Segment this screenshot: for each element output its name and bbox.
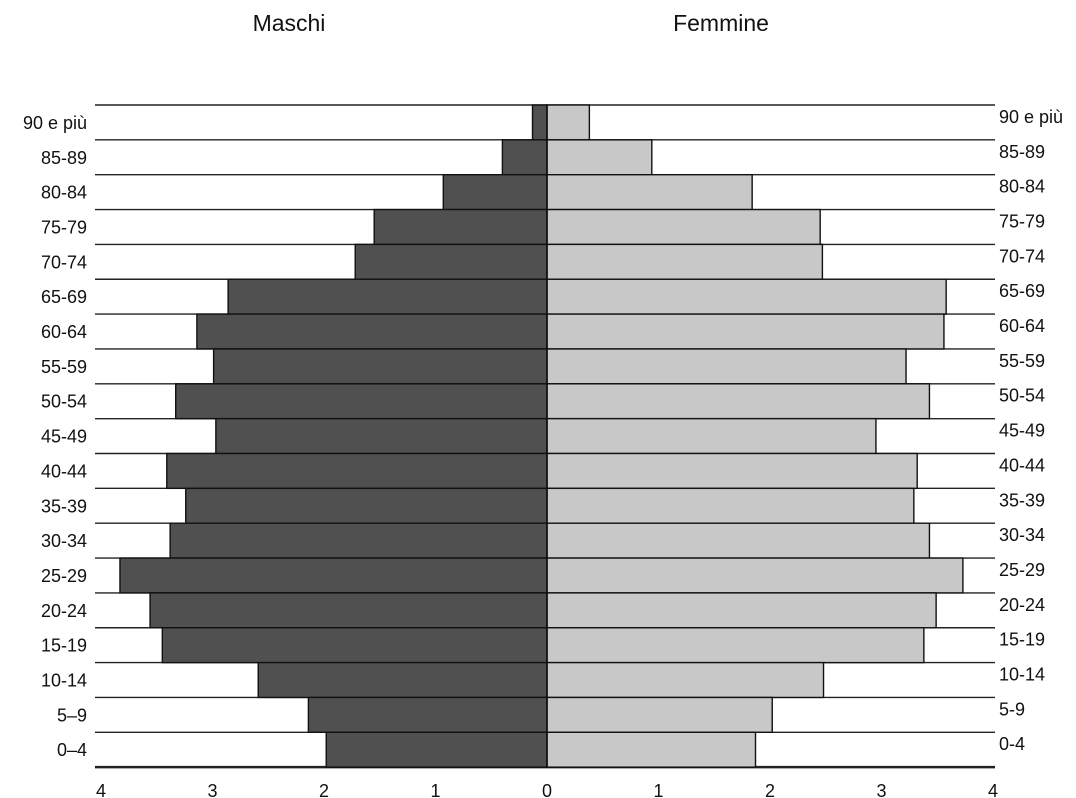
bar-maschi: [186, 488, 547, 523]
bar-femmine: [547, 105, 589, 140]
bar-femmine: [547, 732, 756, 767]
female-bars: [547, 105, 963, 767]
bar-femmine: [547, 488, 914, 523]
bar-maschi: [214, 349, 547, 384]
age-label-left: 70-74: [41, 252, 87, 272]
bar-maschi: [150, 593, 547, 628]
age-label-left: 90 e più: [23, 113, 87, 133]
bar-maschi: [170, 523, 547, 558]
tick-label: 1: [653, 781, 663, 798]
age-label-right: 15-19: [999, 630, 1045, 650]
male-bars: [120, 105, 547, 767]
age-label-right: 65-69: [999, 281, 1045, 301]
age-label-left: 30-34: [41, 531, 87, 551]
bar-maschi: [162, 628, 547, 663]
bar-femmine: [547, 697, 772, 732]
age-label-left: 60-64: [41, 322, 87, 342]
age-label-left: 25-29: [41, 566, 87, 586]
age-label-right: 20-24: [999, 595, 1045, 615]
bar-femmine: [547, 210, 820, 245]
bar-femmine: [547, 593, 936, 628]
age-label-right: 25-29: [999, 560, 1045, 580]
bar-femmine: [547, 140, 652, 175]
age-label-right: 40-44: [999, 455, 1045, 475]
bar-maschi: [167, 454, 547, 489]
age-label-right: 55-59: [999, 351, 1045, 371]
age-label-right: 10-14: [999, 665, 1045, 685]
age-label-right: 85-89: [999, 142, 1045, 162]
bar-maschi: [443, 175, 547, 210]
bar-femmine: [547, 314, 944, 349]
age-label-right: 80-84: [999, 177, 1045, 197]
bar-maschi: [533, 105, 547, 140]
bar-maschi: [258, 663, 547, 698]
bar-maschi: [216, 419, 547, 454]
age-label-left: 75-79: [41, 217, 87, 237]
age-label-right: 5-9: [999, 699, 1025, 719]
bar-maschi: [326, 732, 547, 767]
age-label-right: 60-64: [999, 316, 1045, 336]
age-label-left: 45-49: [41, 427, 87, 447]
age-label-right: 30-34: [999, 525, 1045, 545]
age-label-right: 75-79: [999, 211, 1045, 231]
age-label-left: 40-44: [41, 461, 87, 481]
tick-label: 1: [430, 781, 440, 798]
header-femmine: Femmine: [673, 10, 769, 36]
age-label-left: 65-69: [41, 287, 87, 307]
bar-femmine: [547, 175, 752, 210]
tick-label: 4: [96, 781, 106, 798]
bar-maschi: [308, 697, 547, 732]
tick-label: 2: [765, 781, 775, 798]
bar-femmine: [547, 454, 917, 489]
bar-maschi: [120, 558, 547, 593]
bar-femmine: [547, 628, 924, 663]
tick-label: 0: [542, 781, 552, 798]
bar-femmine: [547, 523, 929, 558]
age-label-right: 50-54: [999, 386, 1045, 406]
age-label-right: 70-74: [999, 246, 1045, 266]
bar-maschi: [228, 279, 547, 314]
tick-label: 4: [988, 781, 998, 798]
age-label-right: 0-4: [999, 734, 1025, 754]
age-label-right: 90 e più: [999, 107, 1063, 127]
age-label-left: 55-59: [41, 357, 87, 377]
age-label-left: 80-84: [41, 183, 87, 203]
tick-label: 3: [207, 781, 217, 798]
age-label-left: 50-54: [41, 392, 87, 412]
age-label-left: 35-39: [41, 496, 87, 516]
bar-femmine: [547, 244, 822, 279]
age-label-left: 85-89: [41, 148, 87, 168]
age-label-left: 0–4: [57, 740, 87, 760]
age-label-right: 35-39: [999, 490, 1045, 510]
bar-femmine: [547, 279, 946, 314]
age-label-left: 5–9: [57, 705, 87, 725]
bar-maschi: [197, 314, 547, 349]
bar-femmine: [547, 349, 906, 384]
tick-label: 3: [876, 781, 886, 798]
bar-maschi: [502, 140, 547, 175]
bar-femmine: [547, 419, 876, 454]
bar-maschi: [374, 210, 547, 245]
age-label-left: 10-14: [41, 671, 87, 691]
bar-maschi: [355, 244, 547, 279]
age-label-right: 45-49: [999, 421, 1045, 441]
age-label-left: 20-24: [41, 601, 87, 621]
bar-femmine: [547, 558, 963, 593]
bar-femmine: [547, 663, 824, 698]
bar-maschi: [176, 384, 547, 419]
age-label-left: 15-19: [41, 636, 87, 656]
header-maschi: Maschi: [253, 10, 326, 36]
tick-label: 2: [319, 781, 329, 798]
bar-femmine: [547, 384, 929, 419]
